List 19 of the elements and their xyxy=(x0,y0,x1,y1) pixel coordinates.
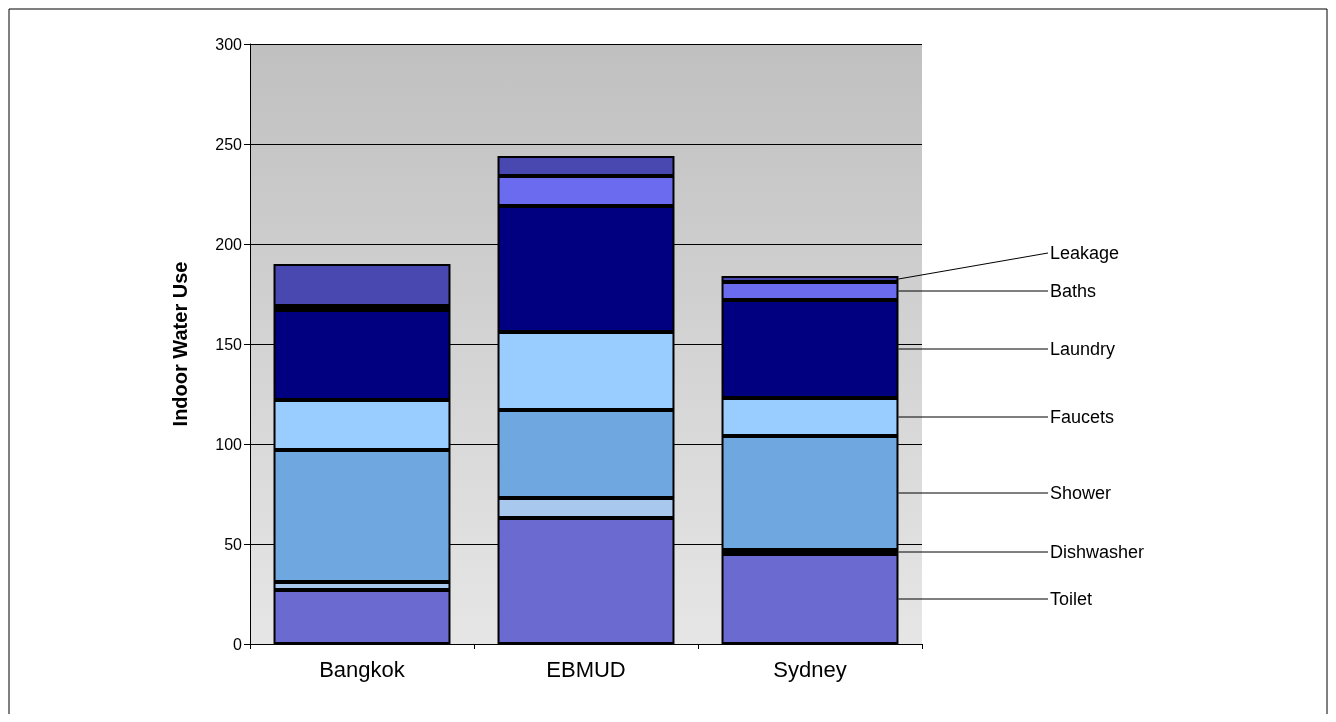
y-tick-label: 0 xyxy=(233,635,243,653)
text: Baths xyxy=(1050,281,1097,301)
y-tick-label: 250 xyxy=(215,135,243,153)
y-tick-label: 300 xyxy=(215,35,243,53)
text: Faucets xyxy=(1050,407,1115,427)
text: Dishwasher xyxy=(1050,542,1145,562)
y-axis-title: Indoor Water Use xyxy=(169,261,191,427)
text: Laundry xyxy=(1050,339,1116,359)
text: Shower xyxy=(1050,483,1112,503)
y-tick-label: 200 xyxy=(215,235,243,253)
y-tick-label: 50 xyxy=(224,535,243,553)
y-tick-label: 100 xyxy=(215,435,243,453)
bar xyxy=(273,264,451,306)
x-tick-label: Bangkok xyxy=(319,656,406,682)
x-tick-label: EBMUD xyxy=(546,656,626,682)
y-tick-label: 150 xyxy=(215,335,243,353)
text: Leakage xyxy=(1050,243,1120,263)
x-tick-label: Sydney xyxy=(773,656,847,682)
text: Toilet xyxy=(1050,589,1093,609)
